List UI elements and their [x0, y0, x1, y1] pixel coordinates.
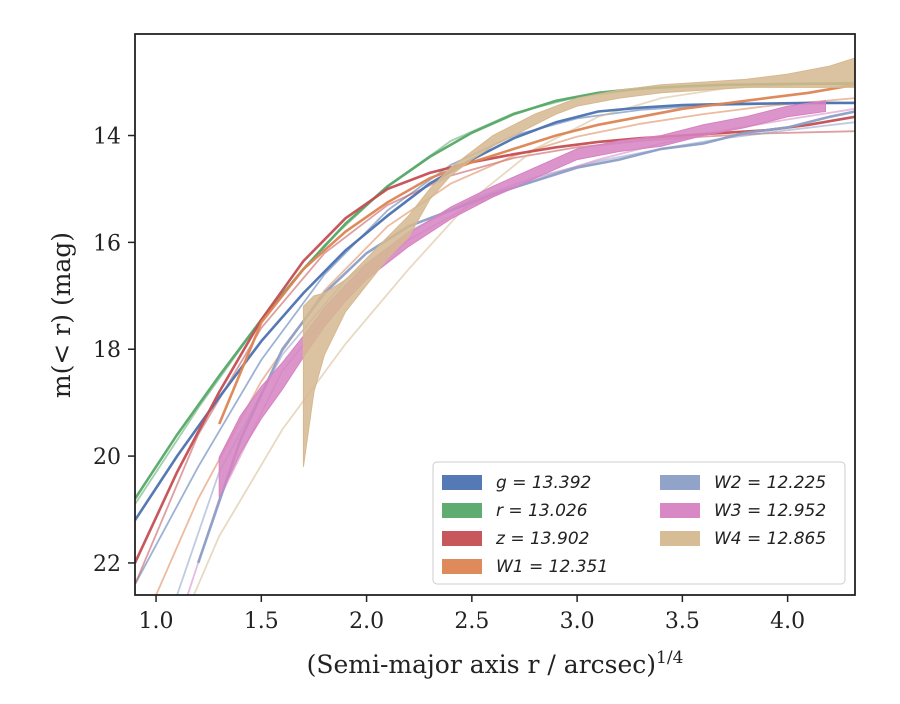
legend-label: g = 13.392	[496, 473, 591, 493]
y-axis-label: m(< r) (mag)	[47, 232, 76, 398]
data-curve-g	[135, 101, 855, 521]
y-tick-label: 22	[93, 552, 121, 577]
legend-label: W2 = 12.225	[714, 473, 826, 493]
legend: g = 13.392 r = 13.026 z = 13.902 W1 = 12.35…	[432, 461, 846, 585]
legend-item-r: r = 13.026	[442, 501, 588, 521]
data-band-w4	[302, 57, 855, 467]
legend-swatch	[442, 559, 482, 574]
legend-item-w3: W3 = 12.952	[660, 501, 826, 521]
y-tick-label: 14	[93, 125, 121, 150]
x-axis-label: (Semi-major axis r / arcsec)1/4	[307, 648, 684, 679]
x-tick-label: 2.0	[349, 609, 384, 634]
legend-box	[432, 461, 846, 585]
plot-area	[135, 57, 855, 595]
x-tick-label: 2.5	[454, 609, 489, 634]
legend-swatch	[660, 531, 700, 546]
legend-label: r = 13.026	[496, 501, 588, 521]
x-tick-label: 3.0	[560, 609, 595, 634]
legend-label: W1 = 12.351	[496, 557, 608, 577]
y-tick-label: 16	[93, 231, 121, 256]
legend-swatch	[660, 503, 700, 518]
legend-item-w1: W1 = 12.351	[442, 557, 608, 577]
x-axis-label-text: (Semi-major axis r / arcsec)	[307, 650, 656, 679]
legend-item-z: z = 13.902	[442, 529, 589, 549]
legend-swatch	[660, 475, 700, 490]
x-tick-label: 3.5	[665, 609, 700, 634]
y-tick-label: 20	[93, 445, 121, 470]
legend-swatch	[442, 503, 482, 518]
plot-frame	[134, 33, 856, 596]
x-tick-label: 1.0	[139, 609, 174, 634]
legend-item-w2: W2 = 12.225	[660, 473, 826, 493]
x-tick-label: 1.5	[244, 609, 279, 634]
x-tick-label: 4.0	[770, 609, 805, 634]
x-axis-label-superscript: 1/4	[656, 648, 683, 668]
y-tick-label: 18	[93, 338, 121, 363]
legend-label: W4 = 12.865	[714, 529, 826, 549]
legend-swatch	[442, 531, 482, 546]
data-curve-w1	[217, 83, 855, 425]
legend-swatch	[442, 475, 482, 490]
x-axis-ticks: 1.0 1.5 2.0 2.5 3.0 3.5 4.0	[139, 595, 805, 634]
legend-item-g: g = 13.392	[442, 473, 591, 493]
legend-label: W3 = 12.952	[714, 501, 826, 521]
y-axis-ticks: 14 16 18 20 22	[93, 125, 135, 577]
legend-item-w4: W4 = 12.865	[660, 529, 826, 549]
legend-label: z = 13.902	[495, 529, 589, 549]
data-curve-z	[135, 115, 855, 564]
